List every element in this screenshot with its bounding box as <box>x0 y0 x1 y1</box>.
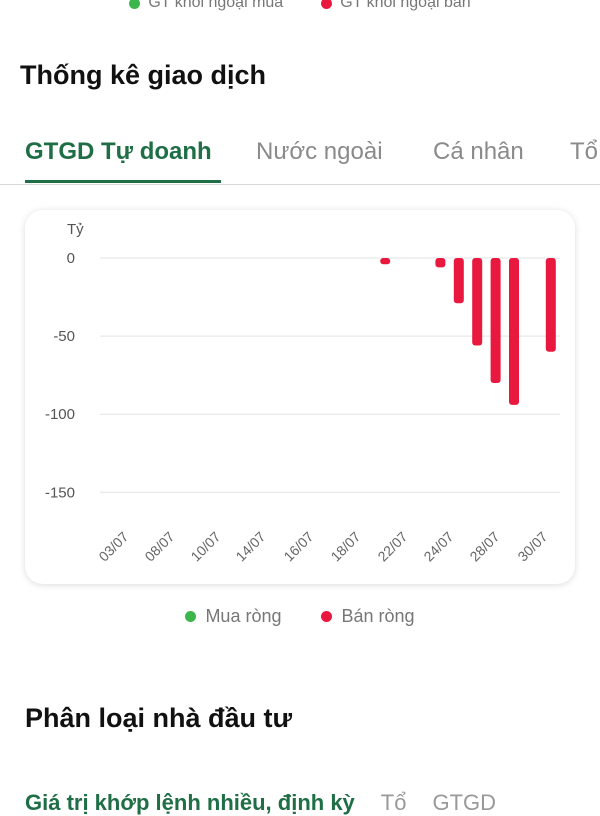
bar <box>509 258 519 405</box>
x-tick-label: 10/07 <box>187 528 223 564</box>
legend-label-mua-rong: Mua ròng <box>205 606 282 626</box>
bar <box>380 258 391 265</box>
y-tick-label: 0 <box>67 250 75 267</box>
bar <box>435 258 446 268</box>
sub-tab-gtgd[interactable]: GTGD <box>432 790 497 815</box>
legend-item-sell: GT khối ngoại bán <box>321 0 471 14</box>
legend-item-buy: GT khối ngoại mua <box>129 0 283 14</box>
x-tick-label: 18/07 <box>327 528 363 564</box>
legend-label-sell: GT khối ngoại bán <box>340 0 471 11</box>
legend-item-mua-rong[interactable]: Mua ròng <box>185 606 281 627</box>
x-tick-label: 03/07 <box>95 528 131 564</box>
bar <box>453 258 464 304</box>
x-tick-label: 22/07 <box>374 528 410 564</box>
investor-sub-tabs: Giá trị khớp lệnh nhiều, định kỳ Tổ GTGD <box>25 790 496 816</box>
x-tick-label: 24/07 <box>420 528 456 564</box>
sell-dot-icon <box>321 0 333 9</box>
legend-label-buy: GT khối ngoại mua <box>148 0 284 11</box>
x-tick-label: 16/07 <box>280 528 316 564</box>
tab-bar: GTGD Tự doanh Nước ngoài Cá nhân Tổ <box>0 138 600 185</box>
mua-rong-dot-icon <box>185 611 197 622</box>
ban-rong-dot-icon <box>321 611 333 622</box>
bar <box>545 258 556 352</box>
chart-legend: Mua ròng Bán ròng <box>0 606 600 627</box>
sub-tab-to[interactable]: Tổ <box>380 790 407 815</box>
x-tick-label: 28/07 <box>466 528 502 564</box>
section-title: Thống kê giao dịch <box>20 60 267 90</box>
chart-card: Tỷ 0 -50 -100 -150 03/07 08/07 10/07 14/07 16/07 1… <box>25 210 575 584</box>
y-tick-label: -50 <box>53 328 75 345</box>
buy-dot-icon <box>129 0 141 9</box>
x-tick-label: 14/07 <box>232 528 268 564</box>
sub-tab-active[interactable]: Giá trị khớp lệnh nhiều, định kỳ <box>25 790 355 815</box>
y-unit-label: Tỷ <box>67 221 84 238</box>
tab-gtgd-tu-doanh[interactable]: GTGD Tự doanh <box>25 138 212 165</box>
bar <box>490 258 501 383</box>
top-legend: GT khối ngoại mua GT khối ngoại bán <box>0 0 600 14</box>
tab-nuoc-ngoai[interactable]: Nước ngoài <box>256 138 383 165</box>
bar <box>472 258 483 346</box>
x-tick-label: 30/07 <box>514 528 550 564</box>
bar-chart: Tỷ 0 -50 -100 -150 03/07 08/07 10/07 14/07 16/07 1… <box>45 221 560 565</box>
tab-ca-nhan[interactable]: Cá nhân <box>433 138 524 165</box>
active-tab-indicator <box>25 180 221 183</box>
section-title-investor-type: Phân loại nhà đầu tư <box>25 703 293 733</box>
x-tick-label: 08/07 <box>141 528 177 564</box>
tab-to-chuc[interactable]: Tổ <box>570 138 599 165</box>
y-tick-label: -100 <box>45 406 75 423</box>
legend-label-ban-rong: Bán ròng <box>341 606 415 626</box>
y-tick-label: -150 <box>45 484 75 501</box>
legend-item-ban-rong[interactable]: Bán ròng <box>321 606 415 627</box>
